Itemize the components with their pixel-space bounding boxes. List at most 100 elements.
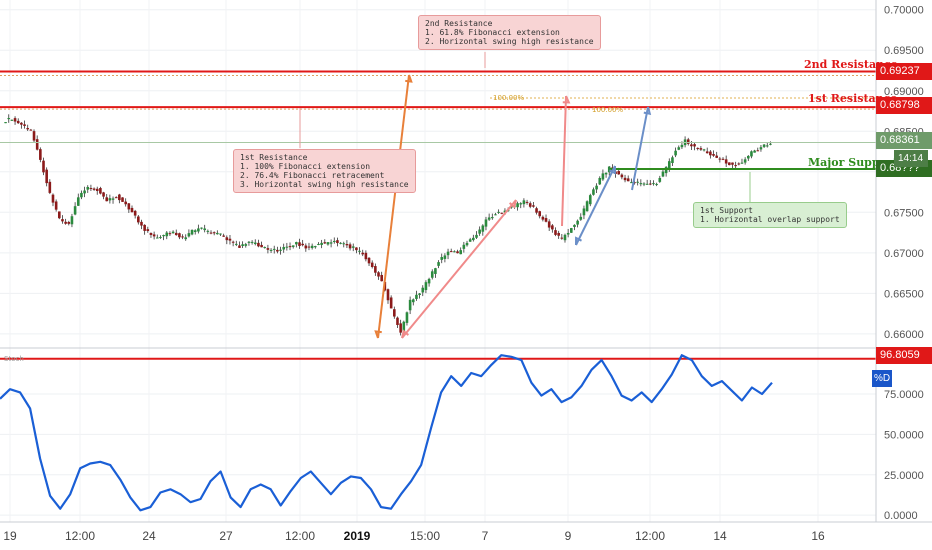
oscillator-tick-label: 25.0000 <box>884 470 924 482</box>
candle-body <box>516 203 519 208</box>
annotation-1st-resistance[interactable]: 1st Resistance 1. 100% Fibonacci extensi… <box>233 149 416 193</box>
annotation-line: 2. 76.4% Fibonacci retracement <box>240 171 385 180</box>
candle-body <box>411 299 415 303</box>
candle-body <box>724 159 728 164</box>
candle-body <box>364 252 368 260</box>
candle-body <box>563 234 567 241</box>
candle-body <box>276 249 279 252</box>
fib-label-1: 100.00% <box>493 94 525 102</box>
annotation-line: 2. Horizontal swing high resistance <box>425 37 594 46</box>
candle-body <box>89 187 93 190</box>
candle-body <box>102 192 105 197</box>
candle-body <box>253 242 257 245</box>
candle-body <box>449 251 453 253</box>
candle-body <box>351 246 355 248</box>
candle-body <box>588 195 592 205</box>
candle-body <box>45 169 48 184</box>
candle-body <box>4 122 7 124</box>
annotation-1st-support[interactable]: 1st Support 1. Horizontal overlap suppor… <box>693 202 847 228</box>
candle-body <box>478 229 481 234</box>
annotation-line: 1. 100% Fibonacci extension <box>240 162 371 171</box>
candle-body <box>544 218 548 222</box>
candle-body <box>424 282 428 291</box>
candle-body <box>314 246 317 248</box>
candle-body <box>762 144 766 147</box>
candle-body <box>301 243 304 246</box>
candle-body <box>127 203 131 210</box>
candle-body <box>111 198 115 200</box>
candle-body <box>222 235 225 237</box>
countdown-tag: 14:14 <box>894 150 928 167</box>
candle-body <box>541 216 545 220</box>
candle-body <box>557 232 560 236</box>
candle-body <box>203 228 206 231</box>
candle-body <box>121 197 124 202</box>
candle-body <box>677 147 681 150</box>
candle-body <box>623 177 627 181</box>
candle-body <box>421 287 425 293</box>
candle-body <box>481 225 485 232</box>
candle-body <box>99 188 102 194</box>
candle-body <box>661 171 665 177</box>
annotation-2nd-resistance[interactable]: 2nd Resistance 1. 61.8% Fibonacci extens… <box>418 15 601 50</box>
candle-body <box>500 212 504 214</box>
candle-body <box>690 144 693 147</box>
candle-body <box>377 272 380 277</box>
candle-body <box>585 201 589 212</box>
candle-body <box>750 151 753 157</box>
price-tick-label: 0.69500 <box>884 45 924 57</box>
candle-body <box>332 240 336 243</box>
candle-body <box>696 147 700 149</box>
annotation-line: 1. Horizontal overlap support <box>700 215 840 224</box>
candle-body <box>484 219 488 227</box>
candle-body <box>712 154 715 156</box>
candle-body <box>528 203 532 207</box>
candle-body <box>370 262 374 268</box>
candle-body <box>440 257 444 260</box>
level-label-major-support: Major Support <box>808 156 898 169</box>
time-tick-label: 16 <box>811 529 825 543</box>
candle-body <box>58 211 61 219</box>
arrow-blue <box>575 165 616 246</box>
candle-body <box>234 243 238 245</box>
candle-body <box>307 246 311 248</box>
candle-body <box>595 185 598 190</box>
candle-body <box>554 230 557 235</box>
candle-body <box>118 194 121 201</box>
candle-body <box>566 232 570 235</box>
time-tick-label: 24 <box>142 529 156 543</box>
candle-body <box>367 257 371 264</box>
candle-body <box>320 242 323 245</box>
candle-body <box>206 230 210 232</box>
candle-body <box>336 240 339 244</box>
arrow-orange-head <box>374 330 382 339</box>
candle-body <box>51 194 55 203</box>
level-lines <box>0 70 876 360</box>
time-tick-label: 9 <box>565 529 572 543</box>
candle-body <box>405 312 409 323</box>
candle-body <box>765 145 769 147</box>
candle-body <box>535 208 538 213</box>
candle-body <box>64 221 67 224</box>
candle-body <box>487 217 491 220</box>
candle-body <box>699 148 703 150</box>
candle-body <box>680 144 684 148</box>
time-tick-label: 27 <box>219 529 233 543</box>
candle-body <box>61 219 64 222</box>
candle-body <box>592 189 595 195</box>
candle-body <box>715 155 718 158</box>
candle-body <box>358 250 361 252</box>
time-tick-label: 12:00 <box>635 529 665 543</box>
candle-body <box>149 232 153 235</box>
candle-body <box>86 186 90 190</box>
candle-body <box>269 249 273 251</box>
candle-body <box>705 151 709 154</box>
arrow-pink-up-head <box>562 95 571 104</box>
candle-body <box>753 150 756 153</box>
candle-body <box>266 248 270 250</box>
candle-body <box>279 249 282 251</box>
annotation-title: 1st Support <box>700 206 753 215</box>
candle-body <box>522 200 526 205</box>
